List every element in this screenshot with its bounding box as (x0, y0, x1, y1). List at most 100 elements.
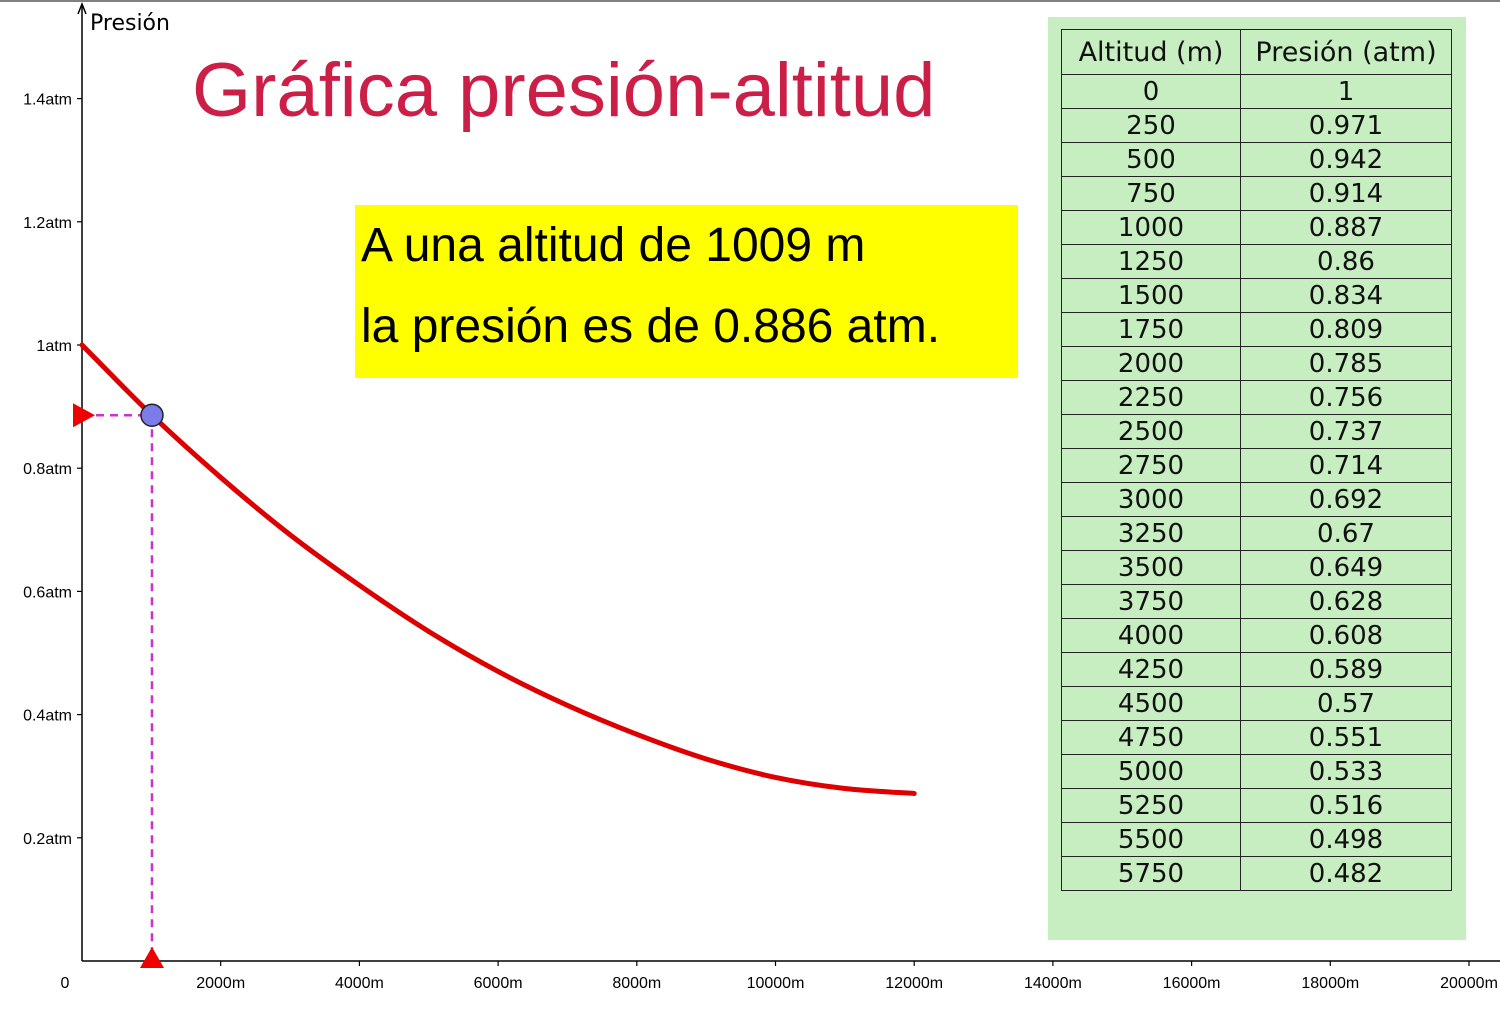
x-tick-label: 6000m (474, 975, 523, 992)
cell-pressure: 0.498 (1240, 822, 1452, 857)
cell-pressure: 0.516 (1240, 788, 1452, 823)
cell-pressure: 0.756 (1240, 380, 1452, 415)
y-axis-arrow (77, 1, 87, 15)
y-axis-title: Presión (90, 11, 170, 36)
table-row: 2500 0.737 (1061, 414, 1452, 449)
highlight-point (140, 403, 164, 427)
cell-pressure: 0.67 (1240, 516, 1452, 551)
cell-altitude: 3250 (1061, 516, 1241, 551)
x-tick-label: 10000m (747, 975, 805, 992)
cell-altitude: 3750 (1061, 584, 1241, 619)
table-row: 5500 0.498 (1061, 822, 1452, 857)
cell-altitude: 2500 (1061, 414, 1241, 449)
table-header-row: Altitud (m) Presión (atm) (1061, 29, 1452, 75)
table-row: 5250 0.516 (1061, 788, 1452, 823)
cell-pressure: 0.57 (1240, 686, 1452, 721)
table-row: 2000 0.785 (1061, 346, 1452, 381)
chart-title: Gráfica presión-altitud (192, 48, 936, 133)
table-row: 4500 0.57 (1061, 686, 1452, 721)
cell-pressure: 0.809 (1240, 312, 1452, 347)
cell-altitude: 4250 (1061, 652, 1241, 687)
cell-altitude: 1500 (1061, 278, 1241, 313)
y-tick-label: 1atm (36, 338, 72, 355)
y-marker-triangle (73, 403, 95, 428)
cell-pressure: 0.608 (1240, 618, 1452, 653)
cell-altitude: 2000 (1061, 346, 1241, 381)
cell-pressure: 0.834 (1240, 278, 1452, 313)
cell-pressure: 0.628 (1240, 584, 1452, 619)
table-row: 4250 0.589 (1061, 652, 1452, 687)
cell-altitude: 4000 (1061, 618, 1241, 653)
table-row: 250 0.971 (1061, 108, 1452, 143)
cell-altitude: 2750 (1061, 448, 1241, 483)
pressure-curve (79, 342, 917, 796)
cell-altitude: 2250 (1061, 380, 1241, 415)
y-tick-label: 0.8atm (23, 461, 72, 478)
cell-altitude: 250 (1061, 108, 1241, 143)
cell-pressure: 1 (1240, 74, 1452, 109)
cell-altitude: 5500 (1061, 822, 1241, 857)
chart-marks (73, 342, 917, 968)
cell-altitude: 3000 (1061, 482, 1241, 517)
x-marker-triangle (139, 947, 164, 968)
cell-pressure: 0.692 (1240, 482, 1452, 517)
table-row: 2250 0.756 (1061, 380, 1452, 415)
cell-pressure: 0.714 (1240, 448, 1452, 483)
table-body: 0 1 250 0.971 500 0.942 750 0.914 1000 0.887 1250 0… (1061, 74, 1452, 891)
info-box: A una altitud de 1009 m la presión es de… (355, 205, 1018, 378)
table-row: 3250 0.67 (1061, 516, 1452, 551)
cell-pressure: 0.649 (1240, 550, 1452, 585)
cell-altitude: 0 (1061, 74, 1241, 109)
pressure-altitude-table: Altitud (m) Presión (atm) 0 1 250 0.971 500 0… (1061, 29, 1452, 891)
cell-altitude: 1000 (1061, 210, 1241, 245)
cell-altitude: 5750 (1061, 856, 1241, 891)
table-row: 500 0.942 (1061, 142, 1452, 177)
cell-pressure: 0.887 (1240, 210, 1452, 245)
table-row: 4750 0.551 (1061, 720, 1452, 755)
info-line-altitude: A una altitud de 1009 m (361, 219, 866, 272)
cell-altitude: 4500 (1061, 686, 1241, 721)
table-row: 5750 0.482 (1061, 856, 1452, 891)
table-row: 2750 0.714 (1061, 448, 1452, 483)
cell-pressure: 0.482 (1240, 856, 1452, 891)
cell-pressure: 0.533 (1240, 754, 1452, 789)
table-row: 1250 0.86 (1061, 244, 1452, 279)
cell-pressure: 0.551 (1240, 720, 1452, 755)
cell-pressure: 0.86 (1240, 244, 1452, 279)
cell-pressure: 0.785 (1240, 346, 1452, 381)
cell-altitude: 1250 (1061, 244, 1241, 279)
table-row: 4000 0.608 (1061, 618, 1452, 653)
x-tick-label: 8000m (612, 975, 661, 992)
cell-altitude: 5000 (1061, 754, 1241, 789)
x-tick-label: 16000m (1163, 975, 1221, 992)
x-tick-label: 12000m (885, 975, 943, 992)
cell-altitude: 500 (1061, 142, 1241, 177)
x-tick-label: 18000m (1301, 975, 1359, 992)
cell-altitude: 1750 (1061, 312, 1241, 347)
x-tick-label: 2000m (196, 975, 245, 992)
table-row: 3500 0.649 (1061, 550, 1452, 585)
table-row: 1750 0.809 (1061, 312, 1452, 347)
header-altitude: Altitud (m) (1061, 29, 1241, 75)
x-tick-label: 14000m (1024, 975, 1082, 992)
table-row: 1000 0.887 (1061, 210, 1452, 245)
cell-pressure: 0.971 (1240, 108, 1452, 143)
header-pressure: Presión (atm) (1240, 29, 1452, 75)
y-tick-label: 1.4atm (23, 92, 72, 109)
cell-pressure: 0.942 (1240, 142, 1452, 177)
x-tick-label: 20000m (1440, 975, 1498, 992)
data-table-panel: Altitud (m) Presión (atm) 0 1 250 0.971 500 0… (1048, 17, 1466, 940)
table-row: 750 0.914 (1061, 176, 1452, 211)
chart-axes: Presión (0, 0, 1500, 962)
cell-altitude: 750 (1061, 176, 1241, 211)
x-tick-label: 0 (61, 975, 70, 992)
chart-ticks: 0 2000m 4000m 6000m 8000m 10000m 12000m 14000m 1… (23, 92, 1498, 992)
table-row: 3750 0.628 (1061, 584, 1452, 619)
y-tick-label: 0.6atm (23, 584, 72, 601)
cell-pressure: 0.914 (1240, 176, 1452, 211)
info-line-pressure: la presión es de 0.886 atm. (361, 300, 941, 353)
y-tick-label: 1.2atm (23, 215, 72, 232)
table-row: 1500 0.834 (1061, 278, 1452, 313)
